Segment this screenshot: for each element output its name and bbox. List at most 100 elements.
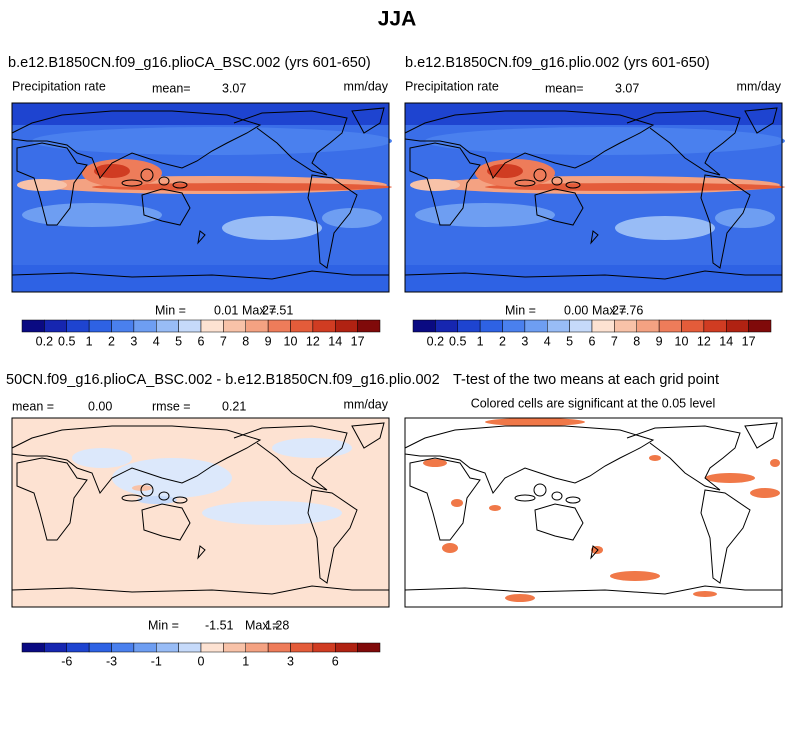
min-label: Min = bbox=[148, 618, 179, 632]
min-value: -1.51 bbox=[205, 618, 234, 632]
colorbar-label: 8 bbox=[633, 334, 640, 348]
colorbar-label: 2 bbox=[499, 334, 506, 348]
colorbar-box bbox=[614, 319, 637, 333]
max-label: Max = bbox=[242, 303, 276, 317]
colorbar-box bbox=[66, 319, 90, 333]
colorbar-label: 1 bbox=[477, 334, 484, 348]
colorbar-box bbox=[658, 319, 682, 333]
colorbar-label: 3 bbox=[287, 654, 294, 668]
colorbar-box bbox=[479, 319, 503, 333]
colorbar-label: 7 bbox=[611, 334, 618, 348]
colorbar-box bbox=[524, 319, 548, 333]
colorbar-label: 3 bbox=[130, 334, 137, 348]
map bbox=[11, 102, 392, 293]
colorbar-label: 1 bbox=[86, 334, 93, 348]
colorbar-box bbox=[156, 319, 179, 333]
colorbar-label: 0.2 bbox=[36, 334, 53, 348]
colorbar-box bbox=[312, 642, 336, 653]
colorbar-box bbox=[44, 642, 67, 653]
panel-title: 50CN.f09_g16.plioCA_BSC.002 - b.e12.B185… bbox=[6, 372, 440, 388]
colorbar-box bbox=[569, 319, 593, 333]
colorbar-box bbox=[335, 642, 358, 653]
colorbar-box bbox=[267, 319, 291, 333]
colorbar-box bbox=[357, 642, 381, 653]
colorbar-label: 8 bbox=[242, 334, 249, 348]
panel-title: b.e12.B1850CN.f09_g16.plioCA_BSC.002 (yr… bbox=[8, 55, 371, 71]
colorbar-box bbox=[245, 642, 269, 653]
map bbox=[404, 102, 785, 293]
colorbar-box bbox=[200, 319, 224, 333]
colorbar-label: 0.5 bbox=[449, 334, 466, 348]
colorbar-box bbox=[223, 319, 246, 333]
mean-value: 0.00 bbox=[88, 399, 112, 413]
colorbar-box bbox=[267, 642, 291, 653]
mean-value: 3.07 bbox=[222, 81, 246, 95]
colorbar-label: 3 bbox=[521, 334, 528, 348]
colorbar-box bbox=[200, 642, 224, 653]
min-value: 0.01 bbox=[214, 303, 238, 317]
rmse-label: rmse = bbox=[152, 399, 191, 413]
colorbar-box bbox=[636, 319, 660, 333]
colorbar-box bbox=[703, 319, 727, 333]
colorbar-box bbox=[681, 319, 705, 333]
colorbar-box bbox=[44, 319, 67, 333]
colorbar-label: -6 bbox=[61, 654, 72, 668]
units: mm/day bbox=[344, 79, 389, 93]
min-label: Min = bbox=[505, 303, 536, 317]
colorbar-label: 9 bbox=[265, 334, 272, 348]
colorbar-label: 12 bbox=[697, 334, 711, 348]
colorbar-label: 14 bbox=[719, 334, 733, 348]
colorbar-label: -3 bbox=[106, 654, 117, 668]
units: mm/day bbox=[737, 79, 782, 93]
colorbar-box bbox=[335, 319, 358, 333]
colorbar-label: 17 bbox=[742, 334, 756, 348]
colorbar-box bbox=[290, 319, 314, 333]
mean-label: mean= bbox=[152, 81, 191, 95]
variable-label: Precipitation rate bbox=[12, 79, 106, 93]
panel-title: T-test of the two means at each grid poi… bbox=[453, 372, 719, 388]
colorbar-box bbox=[547, 319, 570, 333]
colorbar-box bbox=[357, 319, 381, 333]
rmse-value: 0.21 bbox=[222, 399, 246, 413]
colorbar-label: 0.2 bbox=[427, 334, 444, 348]
colorbar-box bbox=[245, 319, 269, 333]
colorbar-box bbox=[223, 642, 246, 653]
colorbar-label: 7 bbox=[220, 334, 227, 348]
mean-label: mean= bbox=[545, 81, 584, 95]
colorbar-box bbox=[178, 642, 202, 653]
colorbar-box bbox=[726, 319, 749, 333]
mean-value: 3.07 bbox=[615, 81, 639, 95]
colorbar-label: 14 bbox=[328, 334, 342, 348]
max-value: 27.51 bbox=[262, 303, 293, 317]
colorbar-box bbox=[412, 319, 436, 333]
colorbar-label: 10 bbox=[284, 334, 298, 348]
colorbar-box bbox=[133, 319, 157, 333]
colorbar-box bbox=[156, 642, 179, 653]
max-label: Max = bbox=[592, 303, 626, 317]
colorbar-box bbox=[591, 319, 615, 333]
colorbar-label: 0.5 bbox=[58, 334, 75, 348]
colorbar-box bbox=[88, 319, 112, 333]
panel-title: b.e12.B1850CN.f09_g16.plio.002 (yrs 601-… bbox=[405, 55, 710, 71]
colorbar-label: 0 bbox=[198, 654, 205, 668]
max-label: Max = bbox=[245, 618, 279, 632]
colorbar-label: 5 bbox=[175, 334, 182, 348]
colorbar-label: 12 bbox=[306, 334, 320, 348]
colorbar-label: 1 bbox=[242, 654, 249, 668]
colorbar-box bbox=[312, 319, 336, 333]
colorbar-box bbox=[88, 642, 112, 653]
colorbar-box bbox=[290, 642, 314, 653]
colorbar-box bbox=[435, 319, 458, 333]
panel-subtitle: Colored cells are significant at the 0.0… bbox=[471, 396, 716, 410]
colorbar-box bbox=[66, 642, 90, 653]
colorbar-box bbox=[502, 319, 526, 333]
colorbar-box bbox=[21, 642, 45, 653]
map bbox=[11, 417, 390, 608]
units: mm/day bbox=[344, 397, 389, 411]
map bbox=[404, 417, 783, 608]
colorbar-box bbox=[111, 319, 135, 333]
colorbar-label: 4 bbox=[153, 334, 160, 348]
colorbar-label: 5 bbox=[566, 334, 573, 348]
colorbar-label: 6 bbox=[198, 334, 205, 348]
